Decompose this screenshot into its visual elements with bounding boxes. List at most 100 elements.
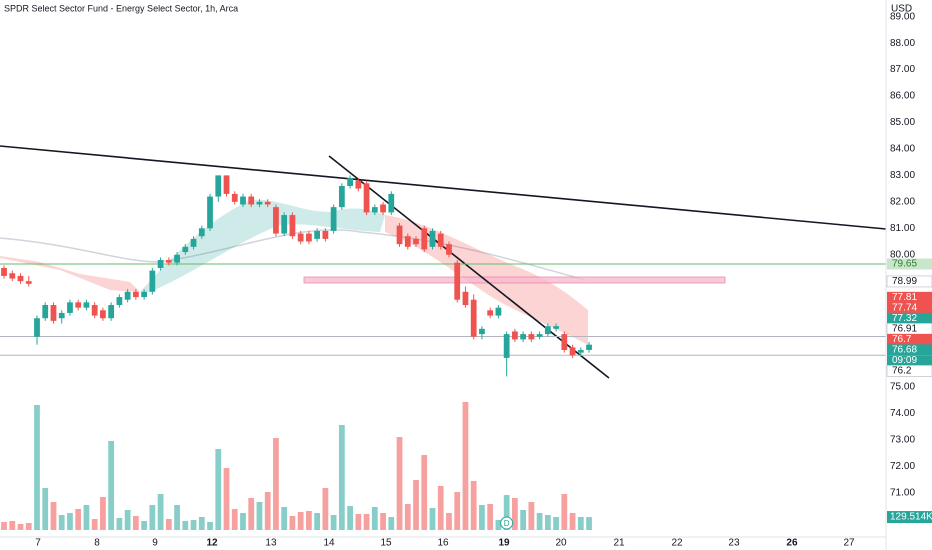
candle-body [42, 305, 49, 319]
volume-bar [512, 498, 518, 530]
candle-body [338, 185, 345, 208]
candle-body [470, 299, 477, 337]
volume-bar [149, 505, 156, 530]
candle-body [141, 291, 147, 298]
volume-bar [124, 510, 131, 530]
candle-body [322, 230, 329, 239]
volume-bar [462, 402, 469, 530]
volume-bar [470, 481, 477, 530]
x-tick-label: 15 [380, 538, 392, 549]
volume-bar [174, 505, 180, 530]
countdown-box [887, 355, 932, 366]
volume-bar [165, 519, 172, 530]
x-tick-label: 20 [555, 538, 567, 549]
x-tick-label: 12 [206, 538, 218, 549]
candle-body [58, 312, 65, 319]
volume-bar [479, 505, 485, 530]
candle-body [108, 305, 115, 319]
y-tick-label: 81.00 [890, 223, 915, 234]
candle-body [9, 273, 16, 279]
volume-bar [371, 507, 378, 530]
price-label: 77.74 [892, 302, 917, 313]
candle-body [561, 334, 568, 350]
volume-bar [108, 441, 115, 530]
candle-body [17, 275, 24, 282]
y-tick-label: 74.00 [890, 408, 915, 419]
candle-body [462, 291, 469, 306]
moving-average [0, 229, 586, 281]
candle-body [207, 196, 213, 229]
volume-bar [388, 517, 395, 530]
volume-bar [347, 506, 353, 530]
volume-bar [264, 492, 271, 530]
price-label: 77.32 [892, 313, 917, 324]
volume-bar [9, 521, 16, 530]
x-tick-label: 26 [786, 538, 798, 549]
candle-body [446, 244, 452, 255]
volume-bar [404, 504, 411, 530]
x-tick-label: 27 [843, 538, 855, 549]
candle-body [182, 246, 189, 253]
volume-bar [83, 505, 90, 530]
candle-body [231, 193, 238, 202]
candle-body [100, 310, 106, 319]
price-label: 76.7 [892, 334, 912, 345]
candle-body [512, 331, 518, 340]
price-label: 77.81 [892, 292, 917, 303]
volume-bar [429, 508, 436, 530]
candle-body [429, 230, 436, 247]
y-tick-label: 85.00 [890, 117, 915, 128]
volume-bar [58, 515, 65, 530]
candle-body [264, 201, 271, 205]
candle-body [404, 236, 411, 247]
x-tick-label: 22 [671, 538, 683, 549]
candle-body [544, 326, 551, 335]
candle-body [577, 349, 584, 353]
volume-bar [91, 519, 98, 530]
volume-bar [338, 425, 345, 530]
price-label-box [887, 312, 932, 324]
volume-bar [1, 522, 7, 530]
ribbon-up [140, 199, 385, 292]
trend-line [0, 145, 887, 230]
candle-body [380, 204, 386, 213]
candle-body [330, 207, 337, 231]
volume-bar [116, 518, 123, 530]
volume-label: 129.514K [890, 512, 932, 523]
dividend-label: D [504, 519, 510, 528]
price-label: 79.65 [892, 259, 917, 270]
candle-body [67, 302, 73, 313]
price-label: 76.68 [892, 344, 917, 355]
volume-bar [190, 520, 197, 530]
volume-bar [289, 516, 296, 530]
price-label: 76.2 [892, 365, 912, 376]
candle-body [273, 207, 279, 234]
candle-body [50, 305, 57, 321]
x-tick-label: 21 [613, 538, 625, 549]
volume-bar [231, 509, 238, 530]
candle-body [396, 225, 403, 245]
price-label-box [887, 333, 932, 345]
candle-body [413, 238, 419, 245]
volume-bar [553, 517, 559, 530]
candle-body [586, 344, 592, 350]
candle-body [83, 302, 90, 308]
y-tick-label: 86.00 [890, 91, 915, 102]
volume-bar [396, 437, 403, 530]
candle-body [528, 334, 535, 340]
candle-body [347, 178, 353, 186]
volume-bar [42, 488, 49, 530]
y-tick-label: 72.00 [890, 461, 915, 472]
y-tick-label: 89.00 [890, 11, 915, 22]
price-label-box [887, 258, 932, 270]
volume-bar [34, 405, 40, 530]
volume-bar [75, 509, 82, 530]
candle-body [198, 228, 205, 237]
volume-bar [198, 517, 205, 530]
volume-bar [17, 524, 24, 530]
price-label: 78.99 [892, 276, 917, 287]
volume-bar [25, 523, 32, 530]
volume-bar [520, 510, 527, 530]
volume-bar [306, 511, 312, 530]
candle-body [116, 297, 123, 306]
